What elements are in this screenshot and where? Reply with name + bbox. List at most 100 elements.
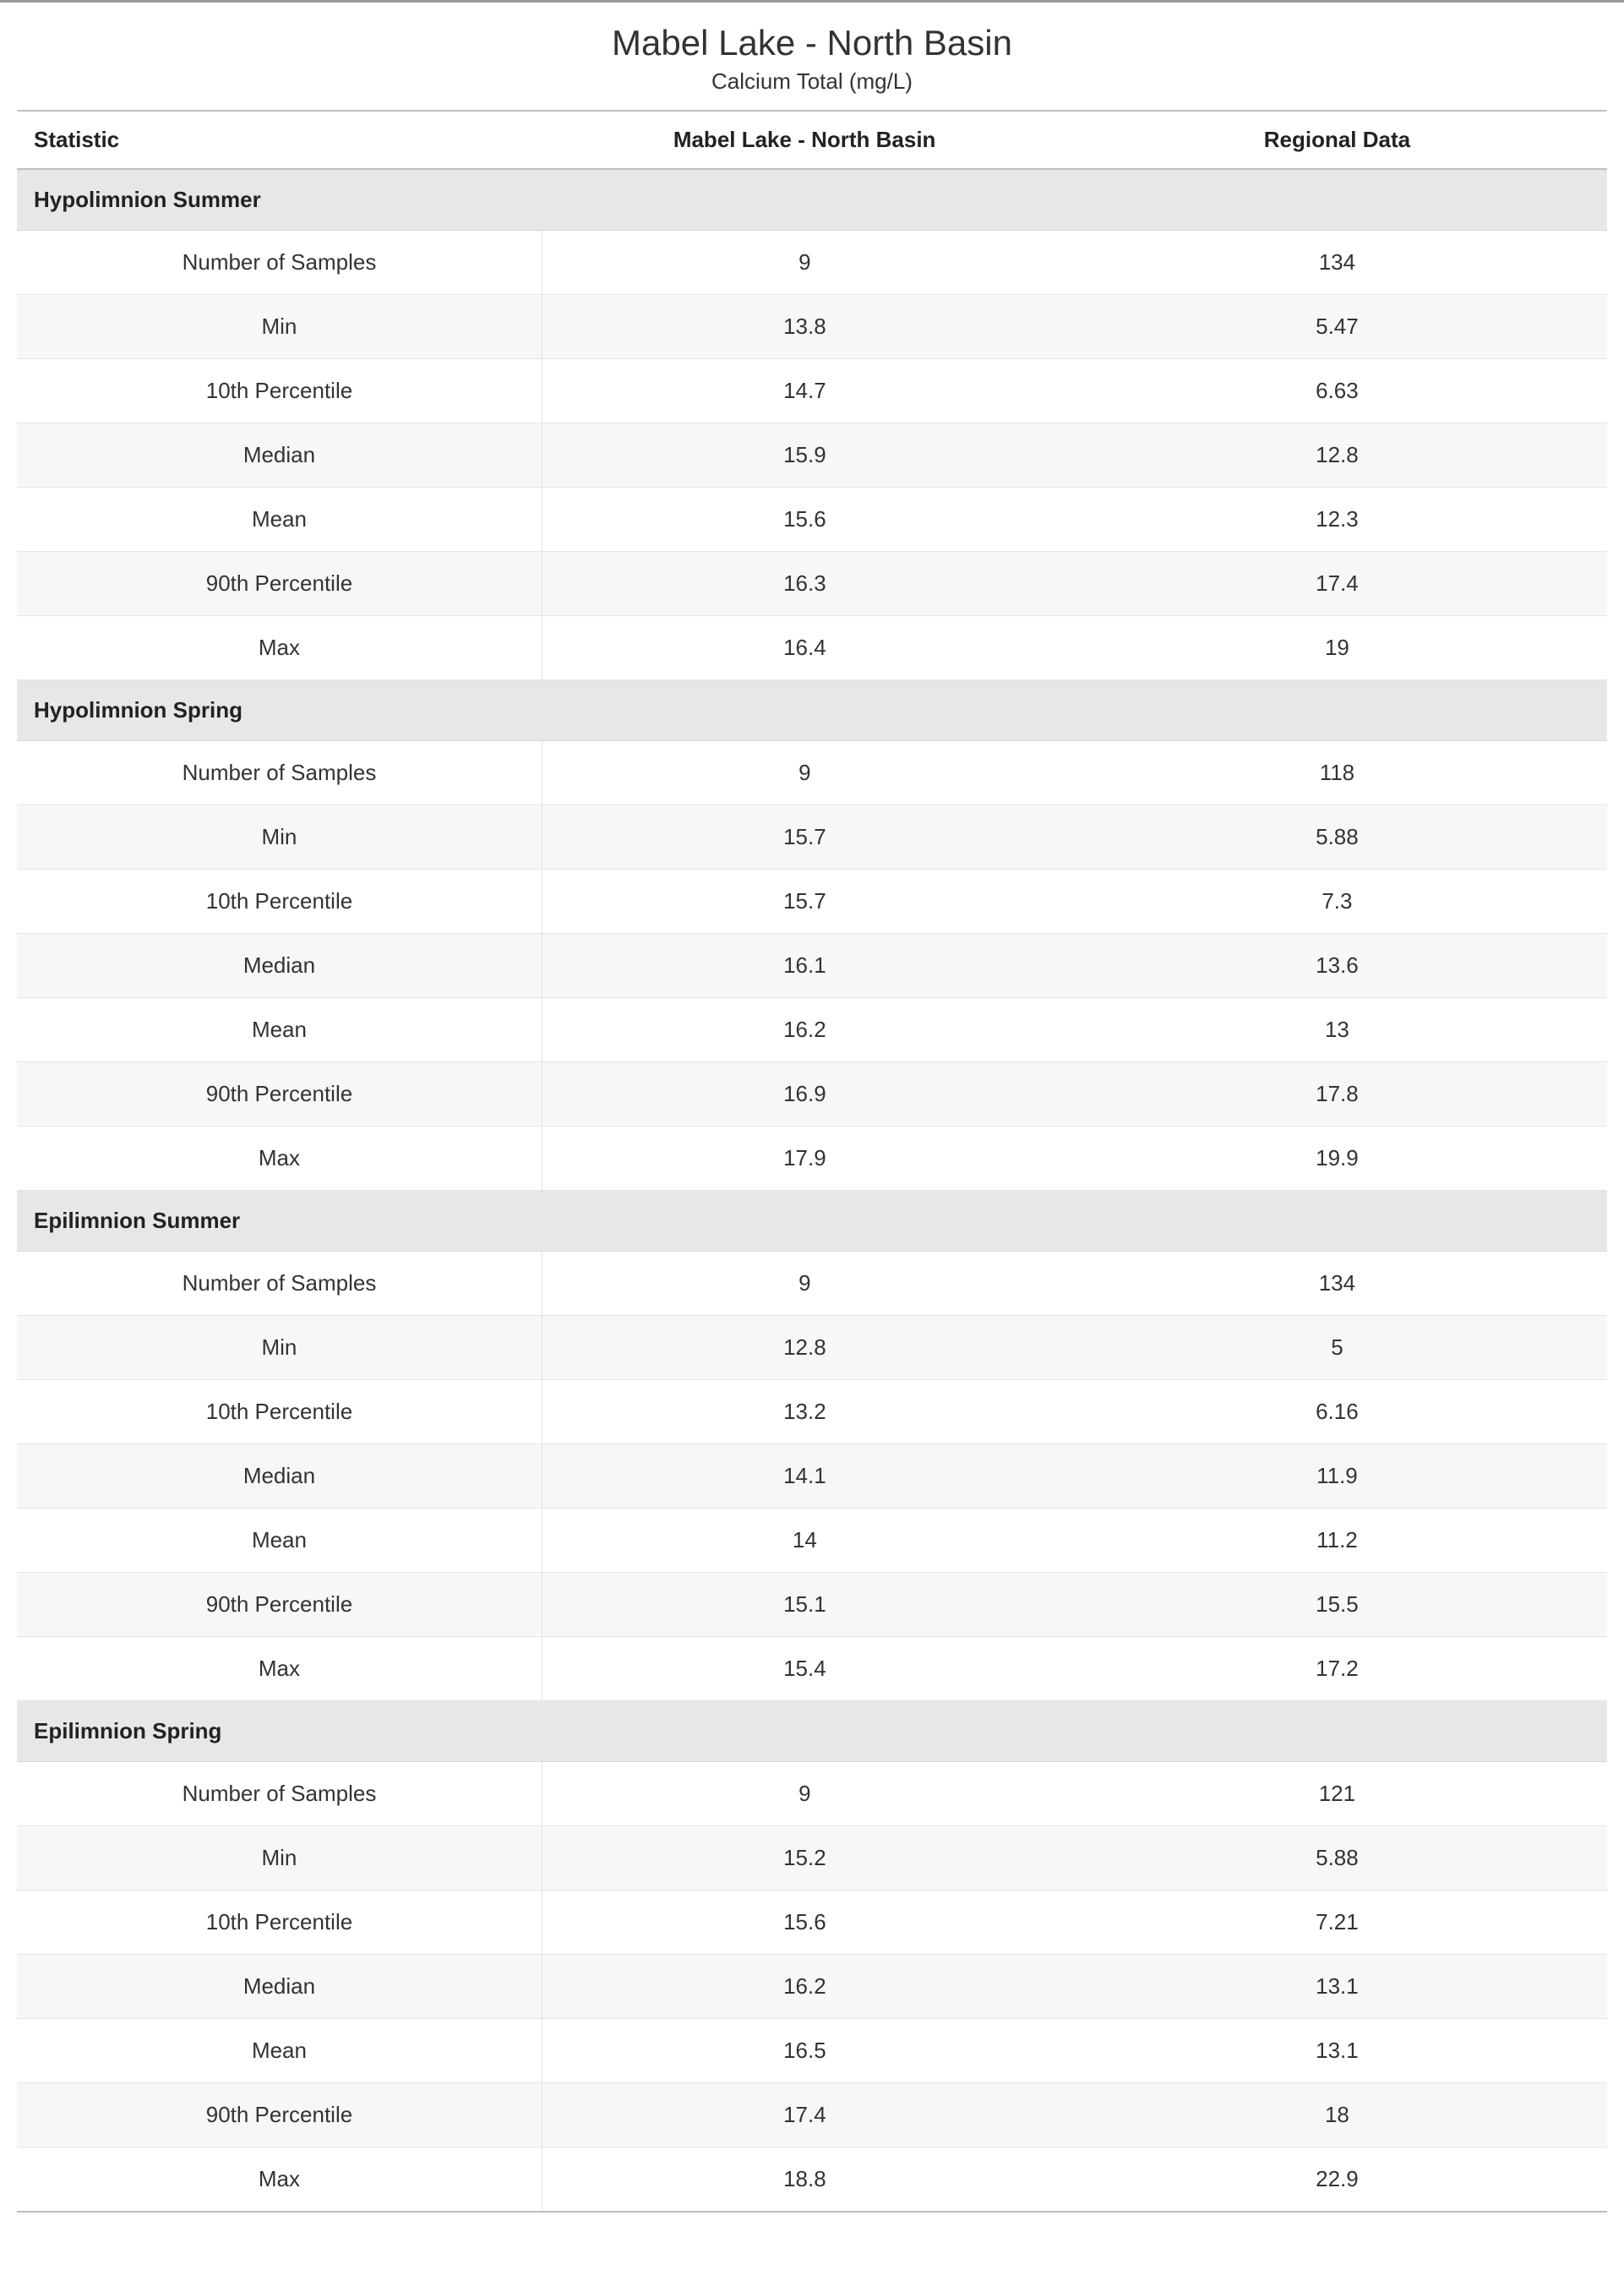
regional-value-cell: 5.88 (1067, 1826, 1607, 1891)
regional-value-cell: 11.2 (1067, 1509, 1607, 1573)
site-value-cell: 14.7 (542, 359, 1066, 423)
table-row: Number of Samples9134 (17, 231, 1607, 295)
table-row: Median14.111.9 (17, 1444, 1607, 1509)
stat-label-cell: Number of Samples (17, 741, 542, 805)
site-value-cell: 15.6 (542, 488, 1066, 552)
table-row: Median15.912.8 (17, 423, 1607, 488)
table-row: Mean16.213 (17, 998, 1607, 1062)
stat-label-cell: Median (17, 423, 542, 488)
regional-value-cell: 17.2 (1067, 1637, 1607, 1701)
regional-value-cell: 6.63 (1067, 359, 1607, 423)
group-header-row: Epilimnion Summer (17, 1191, 1607, 1252)
group-header-cell: Epilimnion Spring (17, 1701, 1607, 1762)
site-value-cell: 16.2 (542, 998, 1066, 1062)
group-header-row: Epilimnion Spring (17, 1701, 1607, 1762)
table-row: 90th Percentile17.418 (17, 2083, 1607, 2147)
col-header-statistic: Statistic (17, 111, 542, 169)
table-row: Max15.417.2 (17, 1637, 1607, 1701)
stat-label-cell: Min (17, 1316, 542, 1380)
regional-value-cell: 17.8 (1067, 1062, 1607, 1127)
site-value-cell: 9 (542, 1762, 1066, 1826)
stat-label-cell: Median (17, 934, 542, 998)
col-header-site: Mabel Lake - North Basin (542, 111, 1066, 169)
group-header-cell: Hypolimnion Summer (17, 169, 1607, 231)
regional-value-cell: 22.9 (1067, 2147, 1607, 2213)
table-row: Mean1411.2 (17, 1509, 1607, 1573)
stat-label-cell: Max (17, 1127, 542, 1191)
site-value-cell: 15.1 (542, 1573, 1066, 1637)
stat-label-cell: 90th Percentile (17, 2083, 542, 2147)
regional-value-cell: 18 (1067, 2083, 1607, 2147)
stats-table: Statistic Mabel Lake - North Basin Regio… (17, 110, 1607, 2213)
stat-label-cell: Min (17, 1826, 542, 1891)
report-page: Mabel Lake - North Basin Calcium Total (… (0, 0, 1624, 2246)
stat-label-cell: Max (17, 1637, 542, 1701)
site-value-cell: 14 (542, 1509, 1066, 1573)
regional-value-cell: 15.5 (1067, 1573, 1607, 1637)
site-value-cell: 9 (542, 1252, 1066, 1316)
regional-value-cell: 12.8 (1067, 423, 1607, 488)
stat-label-cell: Mean (17, 998, 542, 1062)
group-header-cell: Hypolimnion Spring (17, 680, 1607, 741)
table-body: Hypolimnion SummerNumber of Samples9134M… (17, 169, 1607, 2212)
site-value-cell: 17.4 (542, 2083, 1066, 2147)
regional-value-cell: 118 (1067, 741, 1607, 805)
site-value-cell: 18.8 (542, 2147, 1066, 2213)
stat-label-cell: 10th Percentile (17, 1380, 542, 1444)
regional-value-cell: 11.9 (1067, 1444, 1607, 1509)
site-value-cell: 17.9 (542, 1127, 1066, 1191)
site-value-cell: 12.8 (542, 1316, 1066, 1380)
site-value-cell: 15.4 (542, 1637, 1066, 1701)
regional-value-cell: 12.3 (1067, 488, 1607, 552)
table-row: Max16.419 (17, 616, 1607, 680)
stat-label-cell: 10th Percentile (17, 359, 542, 423)
regional-value-cell: 19 (1067, 616, 1607, 680)
regional-value-cell: 7.21 (1067, 1891, 1607, 1955)
table-row: Number of Samples9118 (17, 741, 1607, 805)
regional-value-cell: 6.16 (1067, 1380, 1607, 1444)
regional-value-cell: 7.3 (1067, 870, 1607, 934)
site-value-cell: 15.7 (542, 870, 1066, 934)
page-subtitle: Calcium Total (mg/L) (17, 63, 1607, 110)
site-value-cell: 9 (542, 231, 1066, 295)
table-row: Number of Samples9134 (17, 1252, 1607, 1316)
stat-label-cell: Number of Samples (17, 231, 542, 295)
stat-label-cell: Min (17, 805, 542, 870)
group-header-row: Hypolimnion Summer (17, 169, 1607, 231)
site-value-cell: 16.3 (542, 552, 1066, 616)
table-row: Mean16.513.1 (17, 2019, 1607, 2083)
table-row: Max17.919.9 (17, 1127, 1607, 1191)
table-row: Min15.75.88 (17, 805, 1607, 870)
stat-label-cell: Min (17, 295, 542, 359)
stat-label-cell: Mean (17, 1509, 542, 1573)
site-value-cell: 16.1 (542, 934, 1066, 998)
site-value-cell: 15.6 (542, 1891, 1066, 1955)
site-value-cell: 14.1 (542, 1444, 1066, 1509)
regional-value-cell: 5.47 (1067, 295, 1607, 359)
stat-label-cell: Mean (17, 488, 542, 552)
table-row: Number of Samples9121 (17, 1762, 1607, 1826)
col-header-regional: Regional Data (1067, 111, 1607, 169)
regional-value-cell: 134 (1067, 231, 1607, 295)
site-value-cell: 16.4 (542, 616, 1066, 680)
site-value-cell: 16.2 (542, 1955, 1066, 2019)
table-row: 90th Percentile16.917.8 (17, 1062, 1607, 1127)
stat-label-cell: Number of Samples (17, 1762, 542, 1826)
site-value-cell: 13.8 (542, 295, 1066, 359)
regional-value-cell: 13.1 (1067, 1955, 1607, 2019)
table-row: 10th Percentile13.26.16 (17, 1380, 1607, 1444)
group-header-row: Hypolimnion Spring (17, 680, 1607, 741)
site-value-cell: 15.9 (542, 423, 1066, 488)
site-value-cell: 16.5 (542, 2019, 1066, 2083)
table-row: Min13.85.47 (17, 295, 1607, 359)
regional-value-cell: 134 (1067, 1252, 1607, 1316)
site-value-cell: 15.2 (542, 1826, 1066, 1891)
site-value-cell: 16.9 (542, 1062, 1066, 1127)
regional-value-cell: 13 (1067, 998, 1607, 1062)
regional-value-cell: 5.88 (1067, 805, 1607, 870)
table-row: Min15.25.88 (17, 1826, 1607, 1891)
table-row: Max18.822.9 (17, 2147, 1607, 2213)
stat-label-cell: Median (17, 1444, 542, 1509)
stat-label-cell: 10th Percentile (17, 870, 542, 934)
table-row: 10th Percentile15.67.21 (17, 1891, 1607, 1955)
